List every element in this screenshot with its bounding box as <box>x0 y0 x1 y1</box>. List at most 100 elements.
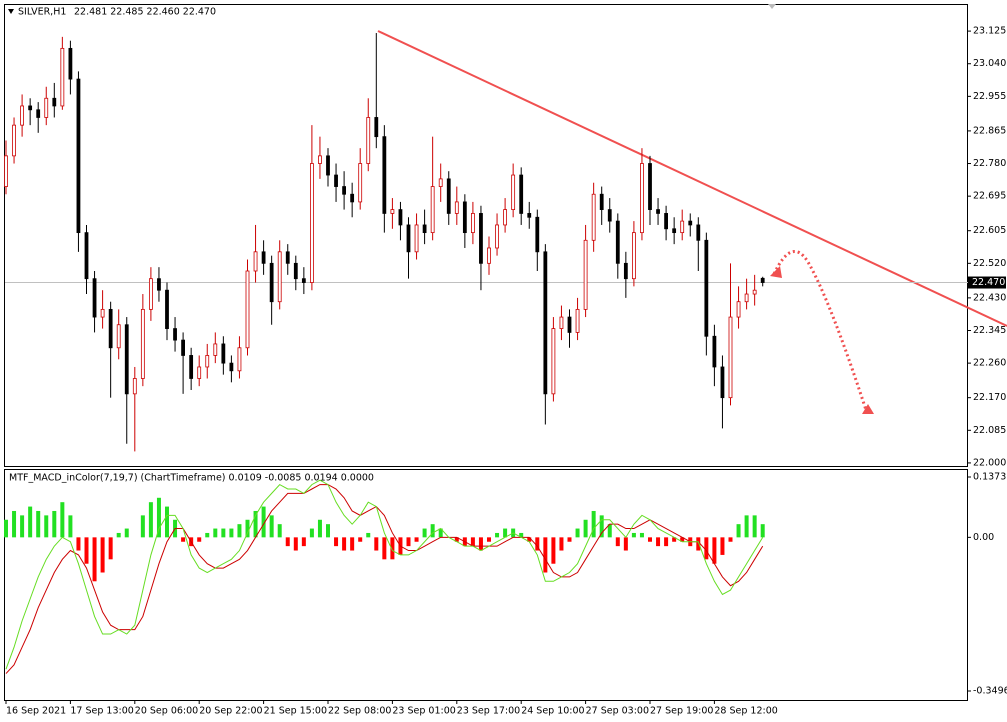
histogram-bar <box>165 506 169 538</box>
histogram-bar <box>631 532 636 538</box>
histogram-bar <box>350 537 355 551</box>
candle-body <box>615 220 620 264</box>
candle-body <box>454 201 459 214</box>
histogram-bar <box>704 537 709 560</box>
candle-body <box>84 232 89 280</box>
candle-body <box>575 308 580 333</box>
x-tick-label: 23 Sep 01:00 <box>392 706 455 717</box>
histogram-bar <box>301 537 306 547</box>
histogram-bar <box>648 537 652 542</box>
candle-body <box>301 278 306 283</box>
candle-body <box>358 163 363 203</box>
y-tick-label: 22.955 <box>973 91 1006 102</box>
candle-body <box>116 324 121 349</box>
histogram-bar <box>599 515 604 538</box>
candle-body <box>422 224 427 234</box>
histogram-bar <box>181 537 186 542</box>
histogram-bar <box>672 537 677 542</box>
histogram-bar <box>470 537 475 547</box>
candle-body <box>688 220 693 226</box>
histogram-bar <box>84 537 89 564</box>
candle-body <box>213 343 218 356</box>
y-tick-label: -0.3496 <box>973 686 1007 697</box>
y-tick-label: 22.605 <box>973 225 1006 236</box>
histogram-bar <box>656 537 661 547</box>
histogram-bar <box>519 532 524 538</box>
x-tick-label: 28 Sep 12:00 <box>714 706 777 717</box>
candle-body <box>342 186 347 195</box>
x-tick-label: 27 Sep 03:00 <box>586 706 649 717</box>
candle-body <box>374 117 379 138</box>
histogram-bar <box>293 537 298 551</box>
candle-body <box>44 97 49 118</box>
histogram-bar <box>12 510 17 538</box>
candle-body <box>108 308 113 349</box>
indicator-title: MTF_MACD_inColor(7,19,7) (ChartTimeframe… <box>9 473 374 484</box>
shift-marker <box>768 4 776 9</box>
candle-body <box>599 193 604 210</box>
arrow-head <box>862 404 874 414</box>
collapse-icon[interactable] <box>8 9 14 14</box>
y-tick-label: 22.260 <box>973 358 1006 369</box>
candle-body <box>148 278 153 310</box>
candle-body <box>728 316 733 399</box>
y-tick-label: 22.085 <box>973 425 1006 436</box>
candle-body <box>398 209 403 226</box>
candle-body <box>140 308 145 379</box>
histogram-bar <box>728 537 733 542</box>
y-tick-label: 23.125 <box>973 26 1006 37</box>
candle-body <box>632 232 636 280</box>
candle-body <box>277 251 282 303</box>
candle-body <box>648 163 652 210</box>
histogram-bar <box>374 537 379 551</box>
candle-body <box>487 247 491 264</box>
histogram-bar <box>237 524 242 538</box>
histogram-bar <box>559 537 564 551</box>
candle-body <box>430 186 435 234</box>
histogram-bar <box>583 519 588 538</box>
candle-body <box>414 224 419 253</box>
candle-body <box>12 124 16 157</box>
candle-body <box>36 109 41 118</box>
histogram-bar <box>680 537 685 542</box>
histogram-bar <box>760 524 765 538</box>
candle-body <box>640 163 644 234</box>
histogram-bar <box>326 524 330 538</box>
histogram-bar <box>736 524 741 538</box>
histogram-bar <box>197 537 202 542</box>
histogram-bar <box>156 497 161 538</box>
candle-body <box>382 136 387 214</box>
candle-body <box>205 355 210 368</box>
y-tick-label: 22.345 <box>973 325 1006 336</box>
candle-body <box>318 155 322 164</box>
histogram-bar <box>503 528 508 538</box>
histogram-bar <box>4 519 8 538</box>
histogram-bar <box>205 532 210 538</box>
candle-body <box>470 213 475 234</box>
histogram-bar <box>221 528 226 538</box>
histogram-bar <box>615 537 620 547</box>
candle-body <box>623 262 628 280</box>
histogram-bar <box>422 528 427 538</box>
histogram-bar <box>543 537 548 573</box>
histogram-bar <box>454 537 459 542</box>
indicator-window-frame <box>4 469 968 701</box>
x-tick-label: 16 Sep 2021 <box>6 706 66 717</box>
histogram-bar <box>261 506 266 538</box>
candle-body <box>390 209 395 214</box>
candle-body <box>672 228 677 234</box>
histogram-bar <box>478 537 483 551</box>
candle-body <box>181 339 186 356</box>
histogram-bar <box>52 510 57 538</box>
candle-body <box>607 209 612 222</box>
y-tick-label: 22.865 <box>973 125 1006 136</box>
x-tick-label: 24 Sep 10:00 <box>521 706 584 717</box>
last-price-label: 22.470 <box>972 277 1005 288</box>
candle-body <box>495 224 499 249</box>
candle-body <box>221 343 226 364</box>
x-tick-label: 21 Sep 15:00 <box>264 706 327 717</box>
histogram-bar <box>567 537 572 542</box>
candle-body <box>744 293 749 303</box>
histogram-bar <box>664 537 669 547</box>
candle-body <box>680 220 685 234</box>
